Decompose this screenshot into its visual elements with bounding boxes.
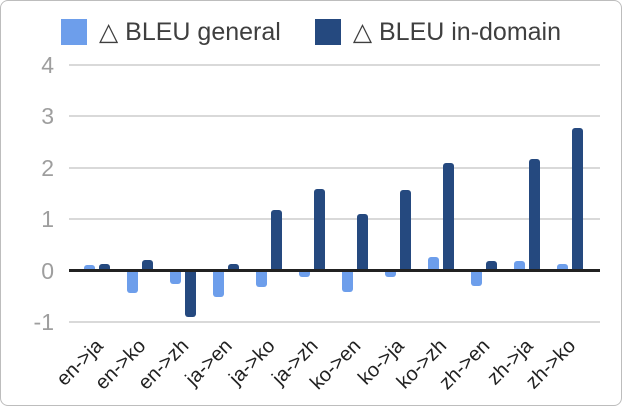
bar-bleu-general: [84, 265, 95, 271]
bar-bleu-general: [299, 270, 310, 278]
y-axis-tick-label: -1: [33, 308, 54, 335]
legend-label-general: △ BLEU general: [98, 18, 281, 46]
bar-bleu-general: [428, 256, 439, 271]
bar-bleu-indomain: [271, 209, 282, 271]
gridline: [69, 166, 600, 169]
gridline: [69, 218, 600, 221]
bar-bleu-indomain: [400, 189, 411, 271]
bar-bleu-indomain: [529, 159, 540, 271]
gridline: [69, 63, 600, 66]
gridline: [69, 115, 600, 118]
y-axis-tick-label: 2: [41, 154, 54, 181]
bar-bleu-indomain: [443, 162, 454, 271]
zero-axis-line: [69, 269, 600, 272]
x-axis-category-label: ja->en: [181, 335, 237, 391]
bar-bleu-indomain: [185, 270, 196, 317]
bar-bleu-general: [514, 261, 525, 271]
y-axis-tick-label: 0: [41, 257, 54, 284]
bar-bleu-general: [471, 270, 482, 286]
legend-item-bleu-indomain: △ BLEU in-domain: [314, 17, 562, 47]
bar-bleu-indomain: [228, 264, 239, 271]
bar-bleu-general: [385, 270, 396, 278]
bar-bleu-indomain: [99, 264, 110, 271]
x-axis-category-label: ja->ko: [225, 335, 280, 390]
bar-bleu-indomain: [142, 260, 153, 271]
gridline: [69, 320, 600, 323]
bar-bleu-general: [256, 270, 267, 287]
y-axis-tick-label: 4: [41, 51, 54, 78]
bar-bleu-indomain: [357, 213, 368, 271]
bar-bleu-indomain: [572, 128, 583, 271]
legend: △ BLEU general △ BLEU in-domain: [1, 17, 621, 47]
bar-bleu-general: [342, 270, 353, 293]
bar-bleu-general: [557, 264, 568, 271]
bar-bleu-general: [170, 270, 181, 284]
bar-bleu-indomain: [486, 261, 497, 271]
bar-bleu-general: [213, 270, 224, 298]
legend-swatch-indomain: [314, 19, 341, 45]
bar-bleu-indomain: [314, 189, 325, 271]
legend-swatch-general: [60, 19, 87, 45]
y-axis-tick-label: 3: [41, 103, 54, 130]
y-axis-tick-label: 1: [41, 206, 54, 233]
legend-item-bleu-general: △ BLEU general: [60, 17, 281, 47]
legend-label-indomain: △ BLEU in-domain: [352, 18, 562, 46]
bar-bleu-general: [127, 270, 138, 293]
